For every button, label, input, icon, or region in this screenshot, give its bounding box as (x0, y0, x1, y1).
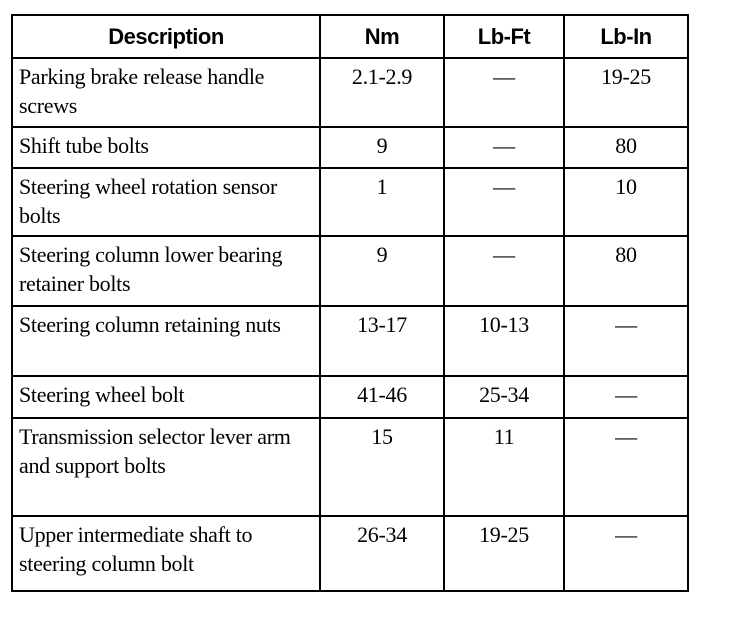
header-lbft: Lb-Ft (443, 14, 565, 59)
cell-nm: 1 (319, 167, 445, 237)
cell-nm: 9 (319, 235, 445, 307)
table-row: Steering wheel bolt 41-46 25-34— (11, 375, 689, 419)
cell-lbft: — (443, 167, 565, 237)
cell-lbft: — (443, 57, 565, 128)
cell-lbin: — (563, 305, 689, 377)
cell-lbin: — (563, 515, 689, 592)
cell-description: Steering wheel bolt (11, 375, 321, 419)
header-description: Description (11, 14, 321, 59)
torque-spec-table: Description Nm Lb-Ft Lb-In Parking brake… (11, 14, 689, 592)
cell-description: Parking brake release handle screws (11, 57, 321, 128)
cell-lbin: 80 (563, 235, 689, 307)
cell-description: Upper intermediate shaft to steering col… (11, 515, 321, 592)
header-row: Description Nm Lb-Ft Lb-In (11, 14, 689, 59)
cell-nm: 41-46 (319, 375, 445, 419)
cell-nm: 26-34 (319, 515, 445, 592)
cell-lbin: 19-25 (563, 57, 689, 128)
cell-description: Steering column retaining nuts (11, 305, 321, 377)
cell-lbin: — (563, 417, 689, 517)
cell-description: Steering column lower bearing retainer b… (11, 235, 321, 307)
cell-description: Transmission selector lever arm and supp… (11, 417, 321, 517)
table-row: Parking brake release handle screws 2.1-2… (11, 57, 689, 128)
header-lbin: Lb-In (563, 14, 689, 59)
cell-lbft: 11 (443, 417, 565, 517)
cell-description: Shift tube bolts (11, 126, 321, 169)
cell-lbft: 25-34 (443, 375, 565, 419)
cell-lbft: 19-25 (443, 515, 565, 592)
cell-nm: 13-17 (319, 305, 445, 377)
cell-nm: 15 (319, 417, 445, 517)
header-nm: Nm (319, 14, 445, 59)
cell-nm: 2.1-2.9 (319, 57, 445, 128)
cell-lbin: — (563, 375, 689, 419)
table-row: Shift tube bolts 9—80 (11, 126, 689, 169)
cell-nm: 9 (319, 126, 445, 169)
table-row: Steering wheel rotation sensor bolts 1—10 (11, 167, 689, 237)
table-row: Upper intermediate shaft to steering col… (11, 515, 689, 592)
cell-lbin: 80 (563, 126, 689, 169)
table-row: Steering column lower bearing retainer b… (11, 235, 689, 307)
cell-lbft: 10-13 (443, 305, 565, 377)
table-row: Transmission selector lever arm and supp… (11, 417, 689, 517)
cell-lbft: — (443, 235, 565, 307)
cell-description: Steering wheel rotation sensor bolts (11, 167, 321, 237)
cell-lbin: 10 (563, 167, 689, 237)
table-row: Steering column retaining nuts 13-17 10-13… (11, 305, 689, 377)
cell-lbft: — (443, 126, 565, 169)
